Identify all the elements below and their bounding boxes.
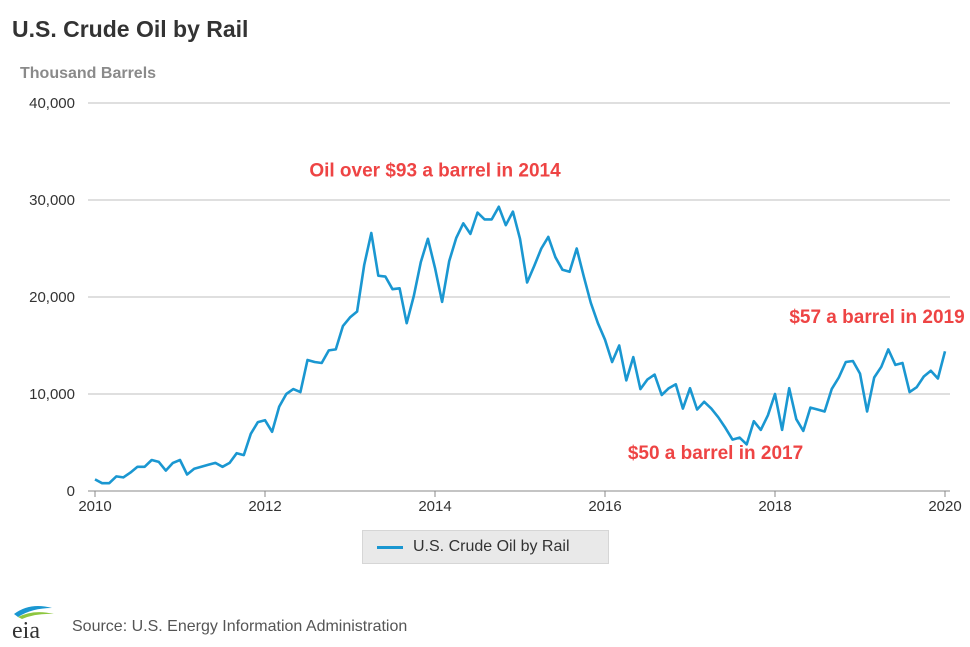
eia-logo-icon: eia: [12, 606, 54, 642]
series-layer: [94, 205, 947, 485]
source-note: Source: U.S. Energy Information Administ…: [72, 618, 408, 635]
y-tick-label: 10,000: [29, 386, 75, 403]
gridlines: [88, 102, 950, 492]
annotation-label: Oil over $93 a barrel in 2014: [309, 161, 561, 182]
y-tick-label: 0: [67, 483, 75, 500]
x-tick-label: 2016: [588, 498, 621, 515]
x-tick-label: 2020: [928, 498, 961, 515]
annotations: Oil over $93 a barrel in 2014 $57 a barre…: [309, 161, 964, 464]
legend-label: U.S. Crude Oil by Rail: [413, 538, 570, 555]
legend-swatch: [377, 545, 403, 549]
y-tick-label: 40,000: [29, 95, 75, 112]
x-tick-label: 2014: [418, 498, 451, 515]
series-line: [94, 205, 947, 485]
chart-title: U.S. Crude Oil by Rail: [12, 16, 249, 42]
y-tick-label: 30,000: [29, 192, 75, 209]
x-axis-ticks: 2010 2012 2014 2016 2018 2020: [78, 491, 962, 515]
x-tick-label: 2012: [248, 498, 281, 515]
legend[interactable]: U.S. Crude Oil by Rail: [362, 530, 609, 564]
y-axis-unit-label: Thousand Barrels: [20, 65, 157, 82]
svg-text:eia: eia: [12, 618, 40, 642]
x-tick-label: 2018: [758, 498, 791, 515]
x-tick-label: 2010: [78, 498, 111, 515]
y-axis-ticks: 0 10,000 20,000 30,000 40,000: [29, 95, 75, 500]
annotation-label: $57 a barrel in 2019: [789, 307, 964, 328]
y-tick-label: 20,000: [29, 289, 75, 306]
annotation-label: $50 a barrel in 2017: [628, 443, 803, 464]
